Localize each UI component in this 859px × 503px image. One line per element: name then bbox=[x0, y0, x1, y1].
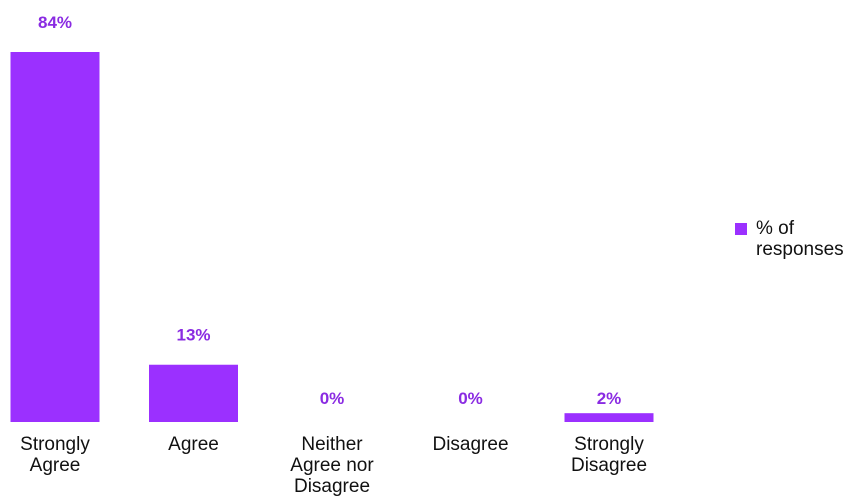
legend-label: % of responses bbox=[756, 218, 859, 260]
data-label-3: 0% bbox=[458, 389, 483, 408]
data-label-1: 13% bbox=[176, 326, 210, 345]
chart-legend: % of responses bbox=[735, 218, 859, 260]
data-label-2: 0% bbox=[320, 389, 345, 408]
bar-4 bbox=[565, 413, 654, 422]
bar-1 bbox=[149, 365, 238, 422]
legend-swatch bbox=[735, 223, 747, 235]
category-label-3: Disagree bbox=[432, 434, 508, 455]
data-label-0: 84% bbox=[38, 13, 72, 32]
bar-0 bbox=[11, 52, 100, 422]
data-label-4: 2% bbox=[597, 389, 622, 408]
category-label-1: Agree bbox=[168, 434, 219, 455]
